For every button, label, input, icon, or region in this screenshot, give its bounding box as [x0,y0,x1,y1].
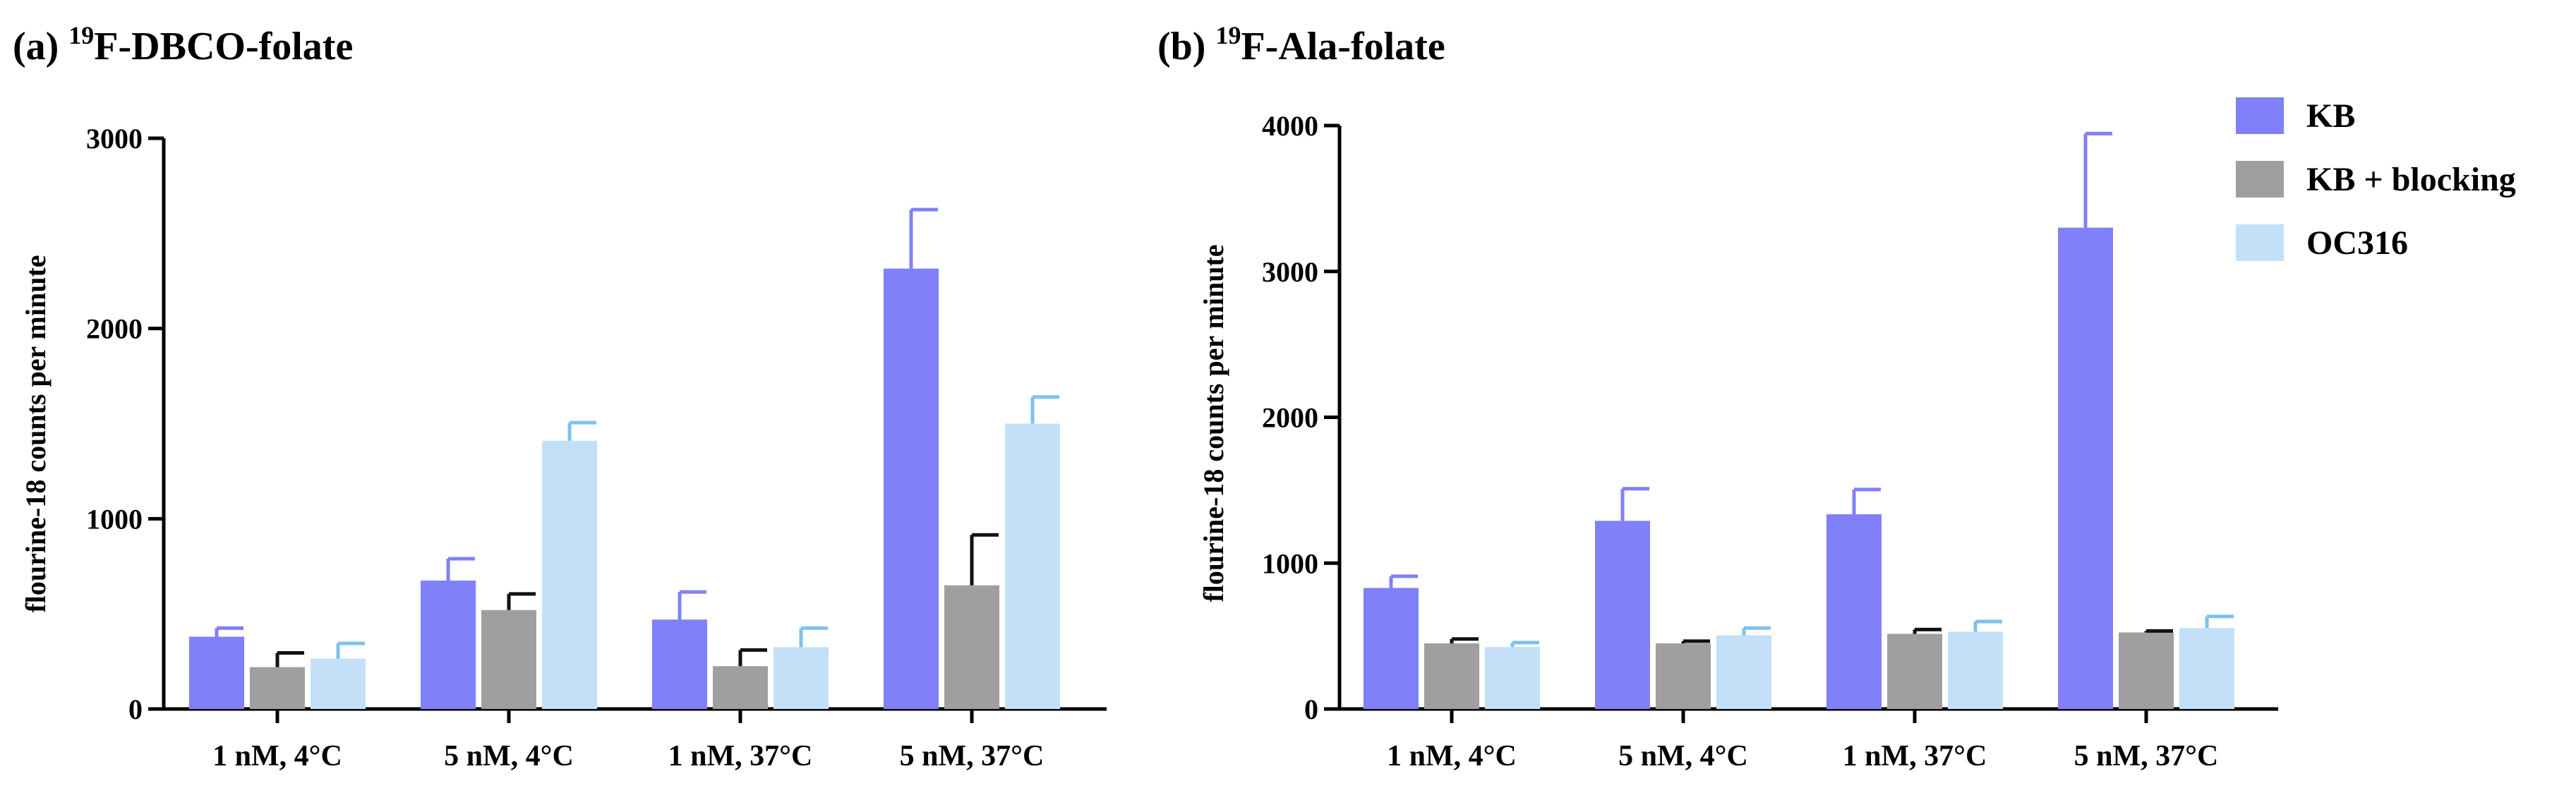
panel-b-plot: 0 1000 2000 3000 4000 1 nM, 4°C 5 nM, 4°C 1 nM,… [1262,110,2278,772]
legend-swatch-kb-blocking [2236,161,2284,198]
bar-a-2-1 [713,666,768,709]
y-tick-label-b-0: 0 [1304,693,1318,725]
panel-a: (a) 19F-DBCO-folate flourine-18 counts p… [13,21,1107,772]
y-tick-label-a-2: 2000 [86,313,143,345]
panel-a-plot: 0 1000 2000 3000 1 nM, 4°C 5 nM, 4°C 1 nM, 37°… [86,123,1107,772]
bar-a-0-2 [311,658,366,709]
bar-a-1-1 [481,610,536,709]
panel-b-prefix: (b) [1157,25,1215,68]
bar-b-2-1 [1887,634,1942,709]
legend: KB KB + blocking OC316 [2236,97,2516,262]
y-tick-label-b-3: 3000 [1262,256,1318,288]
x-tick-label-b-2: 1 nM, 37°C [1843,740,1987,772]
bar-a-3-2 [1005,423,1060,709]
bar-b-3-2 [2179,628,2234,709]
bar-a-2-0 [652,619,707,709]
bar-b-0-1 [1424,643,1479,709]
bar-a-1-0 [421,580,476,709]
x-tick-label-a-2: 1 nM, 37°C [668,740,813,772]
y-tick-label-b-2: 2000 [1262,402,1318,434]
y-tick-label-a-3: 3000 [86,123,143,154]
bar-b-1-0 [1595,521,1650,709]
bar-a-0-1 [250,667,305,709]
y-tick-label-b-1: 1000 [1262,547,1318,579]
bar-b-0-2 [1485,647,1540,709]
x-tick-label-a-1: 5 nM, 4°C [444,740,574,772]
y-tick-label-a-1: 1000 [86,503,143,535]
panel-a-title: (a) 19F-DBCO-folate [13,21,353,68]
panel-a-prefix: (a) [13,25,68,68]
bar-b-1-2 [1716,635,1771,709]
panel-a-title-rest: F-DBCO-folate [94,25,353,68]
panel-b: (b) 19F-Ala-folate flourine-18 counts pe… [1157,21,2278,772]
bar-a-1-2 [542,440,597,709]
bar-b-2-2 [1948,631,2003,709]
bar-a-2-2 [774,647,829,709]
panel-b-title: (b) 19F-Ala-folate [1157,21,1445,68]
bar-a-3-0 [884,268,939,709]
x-tick-label-a-0: 1 nM, 4°C [212,740,342,772]
panel-b-title-superscript: 19 [1215,21,1241,49]
legend-label-kb: KB [2306,97,2355,135]
legend-label-oc316: OC316 [2306,224,2408,262]
bar-b-3-0 [2058,227,2113,710]
bar-a-3-1 [944,585,999,709]
bar-b-2-0 [1826,514,1882,709]
panel-a-ylabel: flourine-18 counts per minute [20,255,52,612]
x-tick-label-a-3: 5 nM, 37°C [900,740,1045,772]
bar-b-0-0 [1364,588,1419,709]
legend-swatch-oc316 [2236,224,2284,261]
legend-label-kb-blocking: KB + blocking [2306,161,2516,198]
y-tick-label-b-4: 4000 [1262,110,1318,142]
bar-b-1-1 [1656,643,1711,709]
x-tick-label-b-0: 1 nM, 4°C [1387,740,1517,772]
x-tick-label-b-1: 5 nM, 4°C [1618,740,1748,772]
panel-b-ylabel: flourine-18 counts per minute [1198,244,1229,602]
legend-swatch-kb [2236,97,2284,134]
bar-a-0-0 [189,636,244,709]
bar-b-3-1 [2119,632,2174,709]
panel-a-title-superscript: 19 [68,21,94,49]
panel-b-title-rest: F-Ala-folate [1241,25,1445,68]
y-tick-label-a-0: 0 [128,693,143,725]
x-tick-label-b-3: 5 nM, 37°C [2074,740,2219,772]
